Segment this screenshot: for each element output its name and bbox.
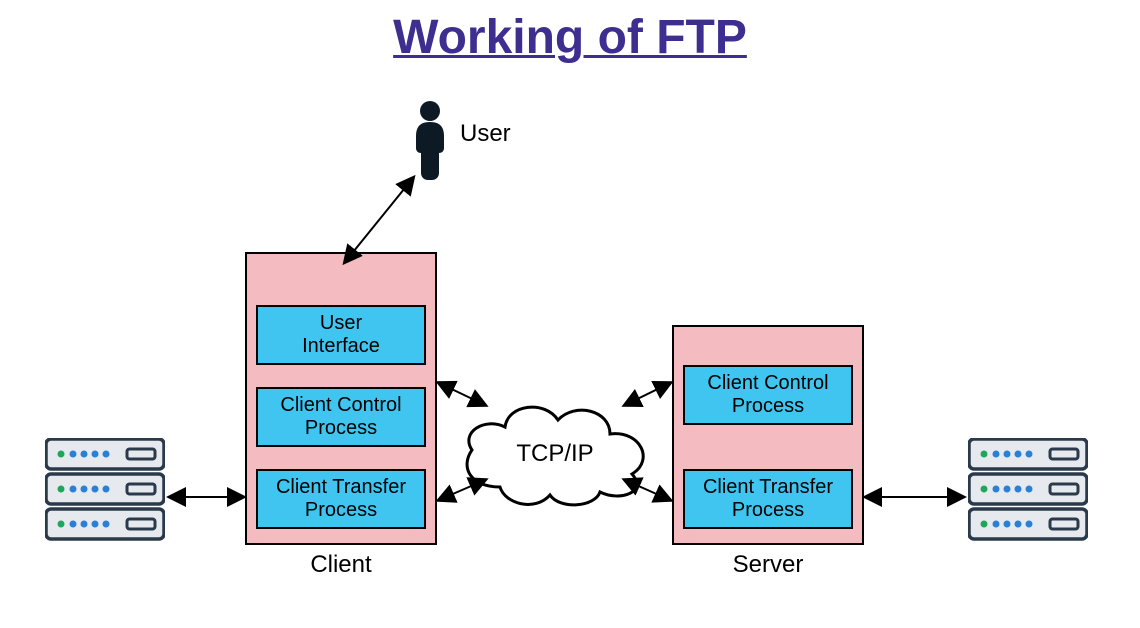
arrows-layer: [0, 0, 1140, 628]
